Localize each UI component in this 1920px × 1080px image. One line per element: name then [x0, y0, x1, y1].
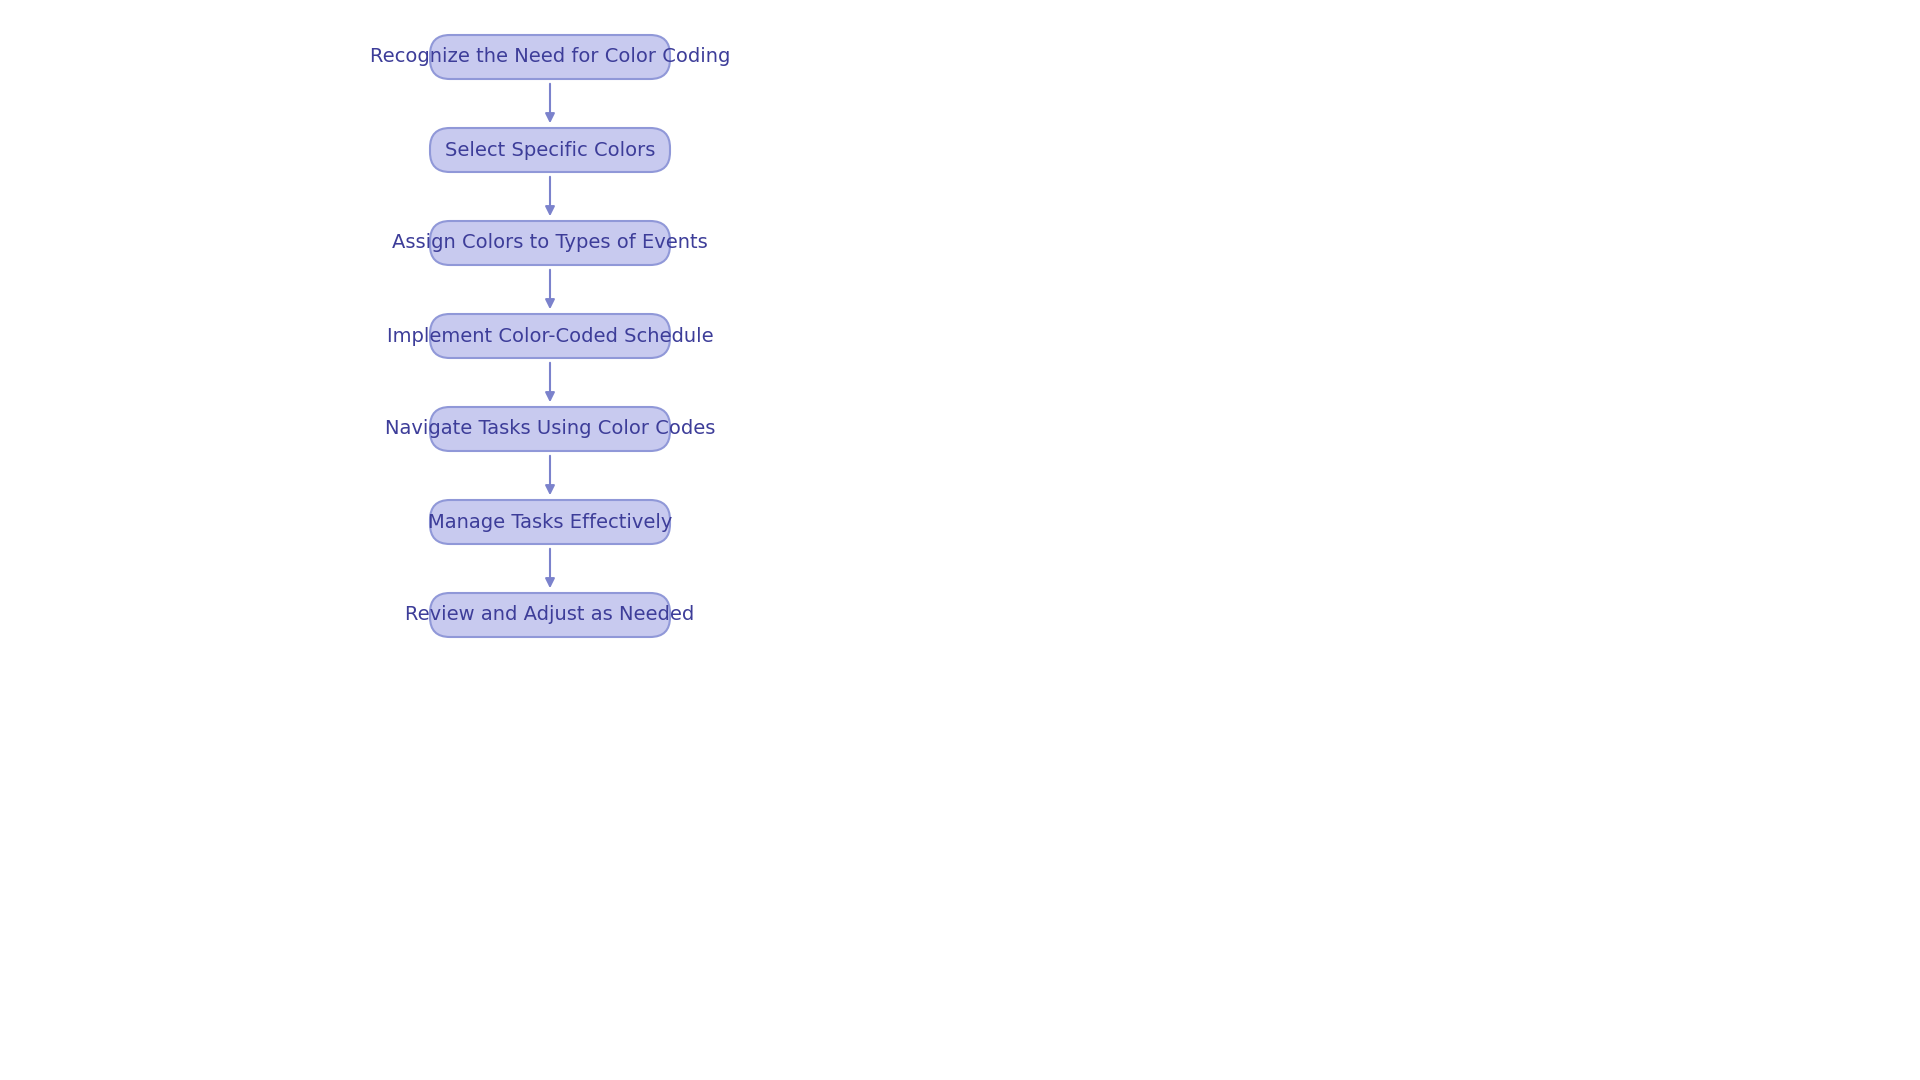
FancyBboxPatch shape [430, 314, 670, 357]
FancyBboxPatch shape [430, 35, 670, 79]
FancyBboxPatch shape [430, 500, 670, 544]
Text: Recognize the Need for Color Coding: Recognize the Need for Color Coding [371, 48, 730, 67]
Text: Manage Tasks Effectively: Manage Tasks Effectively [428, 513, 672, 531]
FancyBboxPatch shape [430, 129, 670, 172]
Text: Assign Colors to Types of Events: Assign Colors to Types of Events [392, 233, 708, 253]
Text: Review and Adjust as Needed: Review and Adjust as Needed [405, 606, 695, 624]
FancyBboxPatch shape [430, 407, 670, 451]
Text: Select Specific Colors: Select Specific Colors [445, 140, 655, 160]
Text: Navigate Tasks Using Color Codes: Navigate Tasks Using Color Codes [384, 419, 714, 438]
Text: Implement Color-Coded Schedule: Implement Color-Coded Schedule [386, 326, 714, 346]
FancyBboxPatch shape [430, 593, 670, 637]
FancyBboxPatch shape [430, 221, 670, 265]
